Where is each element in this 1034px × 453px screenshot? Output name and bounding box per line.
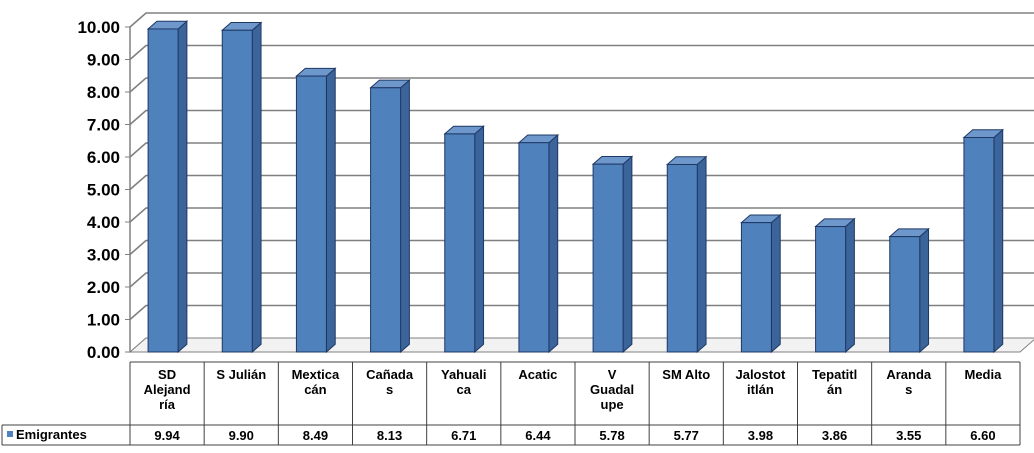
bar [369,78,411,354]
y-tick-label: 6.00 [87,148,120,167]
gridline [129,304,1034,321]
bar-side [696,155,707,354]
x-tick-label: Jalostot itlán [735,367,786,397]
data-value-label: 8.13 [377,428,402,443]
bar-side [770,213,781,354]
y-tick-label: 3.00 [87,246,120,265]
bar-front [370,87,402,353]
x-tick-label: SM Alto [662,367,710,382]
y-tick-label: 0.00 [87,343,120,362]
bar-front [963,137,995,353]
y-tick-label: 10.00 [77,18,120,37]
y-tick-label: 2.00 [87,278,120,297]
gridline [129,12,1034,28]
data-value-label: 3.55 [896,428,921,443]
data-value-label: 5.78 [599,428,624,443]
x-tick-label: Aranda s [886,367,932,397]
gridline [129,44,1034,61]
bar-front [740,222,772,353]
x-tick-label: S Julián [216,367,266,382]
bar [295,67,337,354]
bar [888,227,930,354]
data-value-label: 6.71 [451,428,476,443]
bar-side [325,67,336,354]
bar-side [474,125,485,354]
x-tick-label: Tepatitl án [812,367,857,397]
y-tick-label: 8.00 [87,83,120,102]
chart-walls [128,12,1034,354]
bar [443,125,485,354]
bar-front [815,226,847,353]
bar [517,133,560,354]
gridline [129,272,1034,288]
data-value-label: 8.49 [303,428,328,443]
data-value-label: 9.90 [229,428,254,443]
legend-label: Emigrantes [16,427,87,442]
bar-side [919,227,930,354]
bar-front [518,142,550,353]
bar [962,128,1005,354]
data-value-label: 5.77 [674,428,699,443]
x-tick-label: SD Alejand ría [144,367,191,412]
bar-side [548,133,559,354]
bar-front [444,133,476,353]
bar [665,155,708,354]
x-tick-label: Acatic [518,367,557,382]
bar-side [251,21,262,354]
gridline [129,142,1034,158]
data-value-label: 9.94 [154,428,180,443]
y-tick-label: 5.00 [87,181,120,200]
data-value-label: 6.60 [970,428,995,443]
bar-front [666,163,698,353]
data-table: SD Alejand ría S Julián Mextica cán Cañada s Yah… [1,361,1021,446]
data-value-label: 3.86 [822,428,847,443]
x-tick-label: Yahuali ca [441,367,487,397]
bar-side [622,155,633,354]
x-tick-label: Cañada s [366,367,414,397]
bar-front [147,28,179,353]
bar [814,217,856,354]
bar [591,155,634,354]
y-tick-label: 9.00 [87,51,120,70]
bar-front [295,75,327,353]
data-value-label: 6.44 [525,428,551,443]
gridline [129,174,1034,191]
gridlines [129,12,1034,321]
x-tick-label: V Guadal upe [590,367,634,412]
legend-marker [7,431,13,437]
gridline [129,77,1034,93]
bars [146,20,1005,354]
y-tick-label: 4.00 [87,213,120,232]
y-tick-label: 7.00 [87,116,120,135]
y-tick-label: 1.00 [87,311,120,330]
data-value-label: 3.98 [748,428,773,443]
bar [146,20,189,354]
bar-side [177,20,188,354]
x-tick-label: Media [964,367,1002,382]
x-tick-label: Mextica cán [292,367,340,397]
bar-side [993,128,1004,354]
bar-front [592,163,624,353]
floor [128,337,1034,353]
gridline [129,239,1034,256]
bar-side [845,217,855,354]
bar-side [400,78,410,354]
bar-front [889,236,921,353]
bar [740,213,782,354]
gridline [129,109,1034,126]
y-axis: 0.00 1.00 2.00 3.00 4.00 5.00 6.00 7.00 8.00 9.00… [77,18,131,362]
bar-front [221,29,253,353]
bar [220,21,263,354]
gridline [129,207,1034,223]
